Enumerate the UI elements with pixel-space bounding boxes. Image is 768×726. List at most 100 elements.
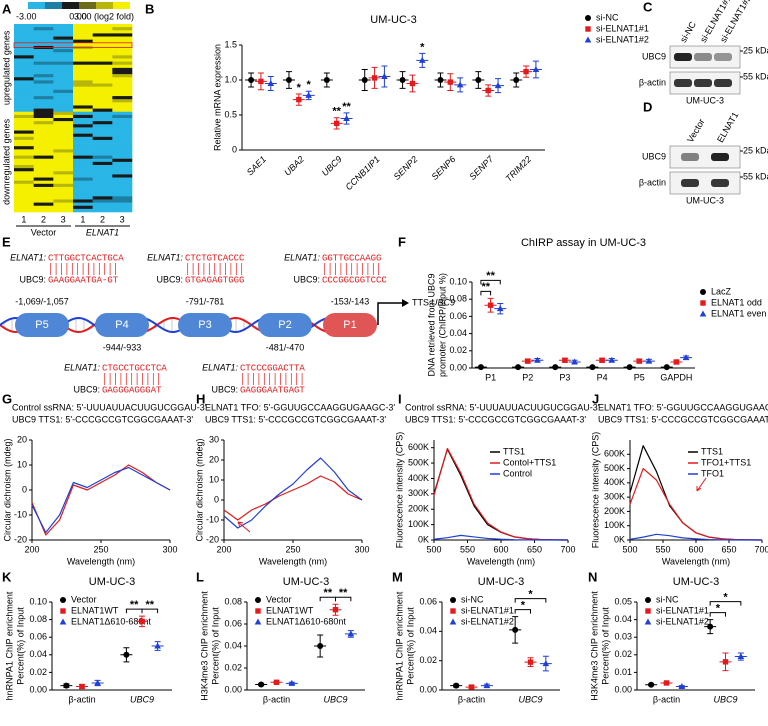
heatmap-cell bbox=[33, 42, 54, 47]
heatmap-cell bbox=[92, 155, 113, 160]
y-axis-label: Percent(%) of Input bbox=[15, 607, 25, 685]
x-tick-label: 550 bbox=[460, 544, 475, 554]
heatmap-cell bbox=[92, 27, 113, 31]
legend-marker bbox=[255, 608, 261, 614]
heatmap-cell bbox=[14, 108, 34, 113]
heatmap-cell bbox=[14, 174, 34, 178]
x-axis-label: Wavelength (nm) bbox=[259, 556, 327, 566]
panel-label: D bbox=[643, 99, 652, 114]
y-tick-label: 30 bbox=[209, 434, 219, 444]
heatmap-cell bbox=[14, 64, 34, 69]
y-axis-label: Percent(%) of Input bbox=[405, 607, 415, 685]
heatmap-cell bbox=[53, 58, 74, 62]
y-tick-label: 600K bbox=[408, 442, 429, 452]
heatmap-cell bbox=[92, 121, 113, 125]
data-point bbox=[477, 364, 484, 371]
heatmap-cell bbox=[53, 152, 74, 156]
heatmap-cell bbox=[53, 124, 74, 128]
heatmap-cell bbox=[33, 139, 54, 144]
position-label: -791/-781 bbox=[186, 296, 225, 306]
heatmap-cell bbox=[73, 196, 93, 200]
data-point bbox=[343, 115, 350, 121]
heatmap-cell bbox=[53, 174, 74, 178]
data-point bbox=[332, 607, 339, 613]
heatmap-cell bbox=[92, 180, 113, 185]
y-tick-label: 0.04 bbox=[449, 328, 467, 338]
lane-label: ELNAT1 bbox=[715, 110, 740, 144]
heatmap-cell bbox=[92, 39, 113, 44]
group-label: Vector bbox=[31, 227, 57, 237]
data-point bbox=[487, 302, 494, 308]
panel-label: L bbox=[196, 569, 204, 584]
y-tick-label: 0.04 bbox=[224, 640, 242, 650]
heatmap-cell bbox=[53, 139, 74, 144]
legend-label: ELNAT1 even bbox=[711, 308, 766, 318]
band-label: UBC9 bbox=[642, 51, 666, 61]
band-label: β-actin bbox=[639, 177, 666, 187]
heatmap-cell bbox=[33, 86, 54, 91]
promoter-label: P4 bbox=[115, 319, 128, 331]
data-point bbox=[534, 356, 541, 363]
marker-label: 25 kDa bbox=[743, 145, 768, 155]
heatmap-cell bbox=[53, 49, 74, 53]
y-axis-label: Relative mRNA expression bbox=[212, 44, 222, 151]
chart-title: UM-UC-3 bbox=[673, 576, 719, 588]
x-tick-label: 500 bbox=[426, 544, 441, 554]
significance-bracket bbox=[480, 290, 492, 296]
heatmap-cell bbox=[14, 30, 34, 34]
heatmap-cell bbox=[112, 202, 133, 207]
legend-label: Contol+TTS1 bbox=[503, 457, 556, 467]
x-tick-label: 300 bbox=[162, 544, 177, 554]
heatmap-cell bbox=[92, 67, 113, 72]
heatmap-cell bbox=[73, 208, 93, 213]
heatmap-cell bbox=[33, 158, 54, 163]
heatmap-cell bbox=[92, 36, 113, 40]
x-tick-label: 650 bbox=[721, 544, 736, 554]
lane-label: 1 bbox=[80, 214, 85, 224]
heatmap-cell bbox=[14, 146, 34, 150]
heatmap-cell bbox=[53, 121, 74, 125]
heatmap-cell bbox=[14, 24, 34, 28]
heatmap-cell bbox=[14, 71, 34, 75]
y-tick-label: 0.02 bbox=[449, 345, 467, 355]
data-line bbox=[223, 475, 363, 521]
heatmap-cell bbox=[73, 161, 93, 166]
panel-label: B bbox=[145, 1, 154, 16]
heatmap-cell bbox=[112, 55, 133, 59]
panel-label: I bbox=[398, 391, 402, 406]
heatmap-cell bbox=[14, 193, 34, 197]
y-tick-label: 0.03 bbox=[614, 632, 632, 642]
heatmap-cell bbox=[14, 99, 34, 103]
position-label: -944/-933 bbox=[103, 342, 142, 352]
legend-label: TTS1 bbox=[701, 446, 723, 456]
data-point bbox=[626, 364, 633, 371]
data-point bbox=[599, 357, 605, 363]
colorbar-label: 3.00 (log2 fold) bbox=[74, 11, 134, 21]
heatmap-cell bbox=[33, 102, 54, 106]
cell-label: UM-UC-3 bbox=[686, 95, 724, 105]
y-tick-label: 0.08 bbox=[449, 294, 467, 304]
heatmap-cell bbox=[73, 199, 93, 203]
heatmap-cell bbox=[112, 118, 133, 122]
data-point bbox=[447, 79, 454, 85]
heatmap-cell bbox=[14, 155, 34, 160]
heatmap-cell bbox=[53, 127, 74, 131]
heatmap-cell bbox=[33, 61, 54, 66]
heatmap-cell bbox=[92, 74, 113, 78]
data-point bbox=[361, 77, 368, 83]
heatmap-cell bbox=[53, 39, 74, 44]
heatmap-cell bbox=[112, 127, 133, 131]
x-tick-label: P1 bbox=[485, 372, 496, 382]
heatmap-cell bbox=[33, 121, 54, 125]
legend-label: si-ELNAT1#1 bbox=[596, 23, 649, 33]
heatmap-cell bbox=[33, 196, 54, 200]
heatmap-cell bbox=[53, 80, 74, 84]
x-tick-label: 600 bbox=[688, 544, 703, 554]
heatmap-cell bbox=[14, 52, 34, 56]
heatmap-cell bbox=[73, 86, 93, 91]
y-tick-label: 400K bbox=[604, 477, 625, 487]
significance-label: ** bbox=[146, 599, 155, 611]
y-tick-label: 0K bbox=[418, 534, 429, 544]
blot-band bbox=[694, 79, 712, 87]
colorbar-segment bbox=[96, 2, 113, 9]
